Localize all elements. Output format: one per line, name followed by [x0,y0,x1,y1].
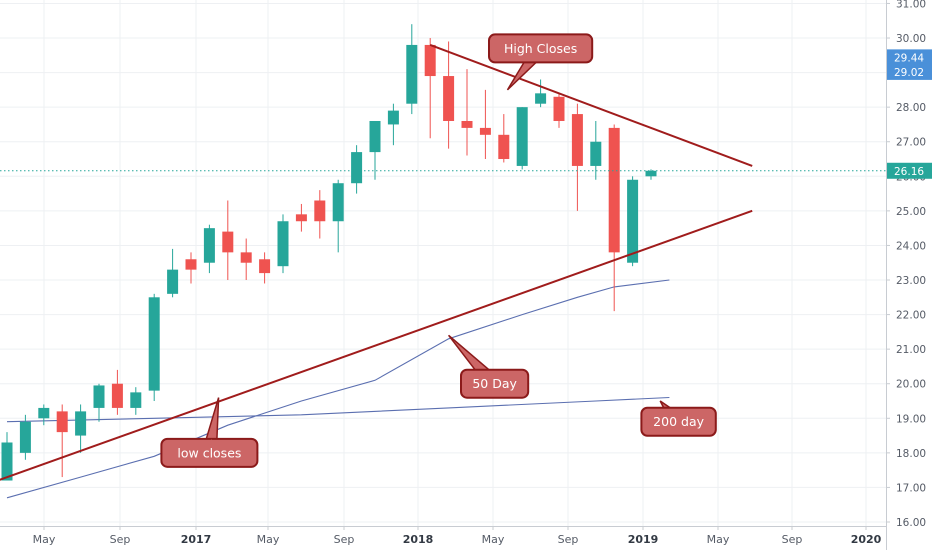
candle-down [461,120,473,128]
y-tick-label: 25.00 [896,206,926,218]
candle-up [148,297,160,391]
y-tick-label: 20.00 [896,379,926,391]
y-tick-label: 27.00 [896,137,926,149]
y-tick-label: 30.00 [896,33,926,45]
x-tick-label: May [482,533,505,546]
trendlines [0,43,753,481]
annotation-box [488,33,594,64]
candle-up [130,392,142,408]
candle-down [240,252,252,263]
candle-up [1,442,13,481]
annotation-label: low closes [177,445,241,460]
candle-up [277,221,289,267]
annotation-callout: High Closes [488,33,594,91]
y-axis: 16.00 17.00 18.00 19.00 20.00 21.00 22.00 23.00… [886,0,932,550]
candle-down [111,383,123,408]
grid-lines [0,0,886,526]
candle-up [387,110,399,125]
candle-up [406,44,418,104]
candle-up [645,170,657,177]
x-tick-label: 2020 [851,533,882,546]
candle-up [167,269,179,294]
candle-up [369,120,381,153]
annotation-box [460,368,530,399]
candle-up [19,421,31,453]
candle-down [498,134,510,160]
annotation-label: 200 day [653,414,704,429]
x-tick-label: May [33,533,56,546]
annotation-label: High Closes [504,41,577,56]
trendline [0,209,753,481]
y-tick-label: 22.00 [896,310,926,322]
annotation-seam [484,373,499,388]
last-price-tag [887,162,932,179]
x-tick-label: Sep [558,533,579,546]
candle-down [608,127,620,253]
annotation-callout: 50 Day [448,334,530,399]
price-tag [887,49,932,66]
candle-down [185,259,197,270]
y-tick-label: 31.00 [896,0,926,10]
annotation-box [640,406,717,437]
candle-down [259,259,271,274]
x-tick-label: May [257,533,280,546]
candle-down [553,96,565,121]
annotations: High Closes low closes 50 Day 200 day [160,33,717,468]
candle-up [590,141,602,166]
candle-down [424,44,436,77]
candle-up [93,385,105,408]
candle-down [222,231,234,253]
x-tick-label: Sep [782,533,803,546]
price-tag-label: 29.44 [894,52,924,64]
candle-up [627,179,639,263]
candle-up [203,228,215,263]
x-tick-label: May [707,533,730,546]
candle-down [479,127,491,135]
y-tick-label: 19.00 [896,413,926,425]
x-tick-label: 2018 [403,533,434,546]
candle-down [443,76,455,121]
x-tick-label: 2019 [628,533,659,546]
price-tag-label: 29.02 [894,67,924,79]
candle-down [571,114,583,166]
y-tick-label: 24.00 [896,240,926,252]
ma50-line [6,279,670,499]
annotation-callout: low closes [160,397,259,468]
annotation-seam [204,439,215,454]
x-tick-label: Sep [110,533,131,546]
candle-up [516,107,528,166]
candles [1,24,657,481]
y-tick-label: 18.00 [896,448,926,460]
annotation-label: 50 Day [472,376,517,391]
annotation-seam [669,411,683,425]
x-axis: May Sep 2017 May Sep 2018 May Sep 2019 May Sep 2020 [0,526,886,546]
candle-up [535,93,547,104]
moving-average-lines [6,279,670,499]
y-tick-label: 21.00 [896,344,926,356]
annotation-callout: 200 day [640,400,717,437]
candle-up [38,407,50,419]
candle-down [295,214,307,222]
y-tick-label: 28.00 [896,102,926,114]
price-tag [887,63,932,80]
ma200-line [6,396,670,423]
candle-up [332,183,344,222]
candle-up [75,411,87,436]
x-tick-label: Sep [334,533,355,546]
candle-down [314,200,326,222]
y-tick-label: 17.00 [896,482,926,494]
candle-down [56,411,68,433]
x-tick-label: 2017 [181,533,212,546]
candle-up [351,152,363,184]
y-tick-label: 23.00 [896,275,926,287]
annotation-seam [531,45,545,60]
y-tick-label: 16.00 [896,517,926,529]
last-price-label: 26.16 [894,166,924,178]
trendline [429,43,753,167]
